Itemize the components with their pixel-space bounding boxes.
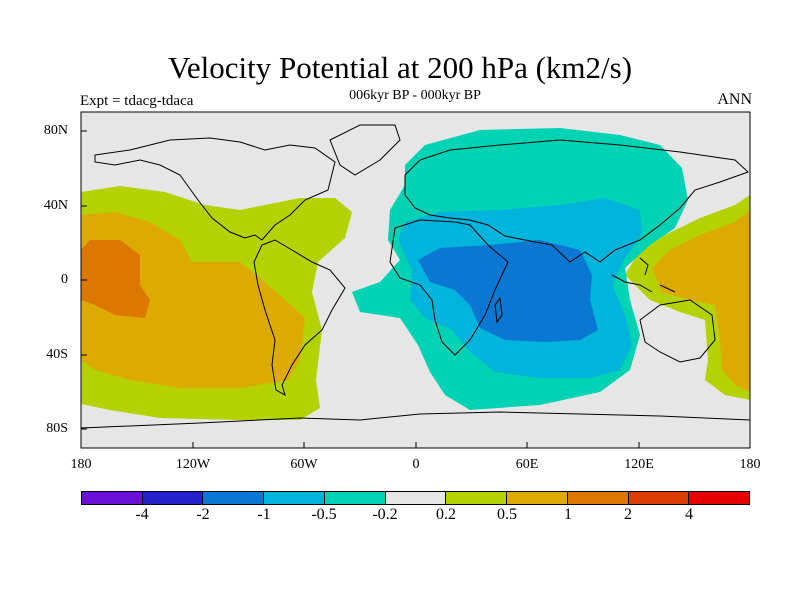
coastline-north-america bbox=[94, 137, 336, 241]
colorbar-swatch bbox=[507, 492, 568, 504]
colorbar-swatch bbox=[689, 492, 750, 504]
y-tick-80n: 80N bbox=[43, 123, 68, 138]
colorbar-swatch bbox=[567, 492, 629, 504]
colorbar-label: 0.5 bbox=[497, 506, 517, 523]
colorbar-swatch bbox=[324, 492, 386, 504]
contour-indian-blue bbox=[418, 240, 598, 342]
colorbar-label: 1 bbox=[564, 506, 572, 523]
contour-wpacific-orange bbox=[652, 210, 750, 392]
colorbar-swatch bbox=[628, 492, 690, 504]
coastline-antarctica bbox=[81, 411, 750, 429]
y-tick-80s: 80S bbox=[46, 421, 68, 436]
x-tick-60w: 60W bbox=[290, 457, 318, 472]
colorbar-label: 0.2 bbox=[436, 506, 456, 523]
coastline-eurasia bbox=[404, 139, 749, 263]
colorbar-label: -2 bbox=[196, 506, 210, 523]
colorbar-label: 4 bbox=[685, 506, 693, 523]
x-tick-120w: 120W bbox=[175, 457, 211, 472]
x-tick-180e: 180 bbox=[739, 457, 761, 472]
colorbar-swatch bbox=[446, 492, 508, 504]
colorbar-label: -0.2 bbox=[372, 506, 398, 523]
colorbar-swatch bbox=[385, 492, 447, 504]
coastline-south-america bbox=[253, 239, 346, 397]
map-title: Velocity Potential at 200 hPa (km2/s) bbox=[167, 50, 633, 85]
colorbar-label: -1 bbox=[257, 506, 271, 523]
coastline-australia bbox=[639, 299, 716, 363]
map-subtitle: 006kyr BP - 000kyr BP bbox=[349, 88, 481, 103]
colorbar-swatch bbox=[82, 492, 143, 504]
coastline-maritime-continent bbox=[611, 257, 676, 293]
x-tick-120e: 120E bbox=[624, 457, 654, 472]
coastline-africa bbox=[389, 219, 509, 356]
colorbar-swatch bbox=[142, 492, 204, 504]
colorbar-label: 2 bbox=[624, 506, 632, 523]
colorbar-swatch bbox=[264, 492, 325, 504]
colorbar bbox=[81, 491, 750, 505]
coastline-greenland bbox=[329, 124, 401, 176]
experiment-label: Expt = tdacg-tdaca bbox=[80, 93, 194, 109]
colorbar-label: -4 bbox=[135, 506, 149, 523]
y-tick-40s: 40S bbox=[46, 347, 68, 362]
y-tick-40n: 40N bbox=[43, 198, 68, 213]
x-tick-0: 0 bbox=[412, 457, 420, 472]
colorbar-label: -0.5 bbox=[311, 506, 337, 523]
coastline-madagascar bbox=[494, 296, 503, 324]
y-tick-0: 0 bbox=[61, 272, 68, 287]
colorbar-swatch bbox=[203, 492, 265, 504]
x-tick-60e: 60E bbox=[515, 457, 539, 472]
x-tick-180w: 180 bbox=[70, 457, 92, 472]
axis-ticks bbox=[80, 130, 751, 448]
season-label: ANN bbox=[717, 91, 752, 108]
coastlines bbox=[81, 124, 750, 429]
contour-pacific-dark-orange bbox=[81, 240, 150, 318]
